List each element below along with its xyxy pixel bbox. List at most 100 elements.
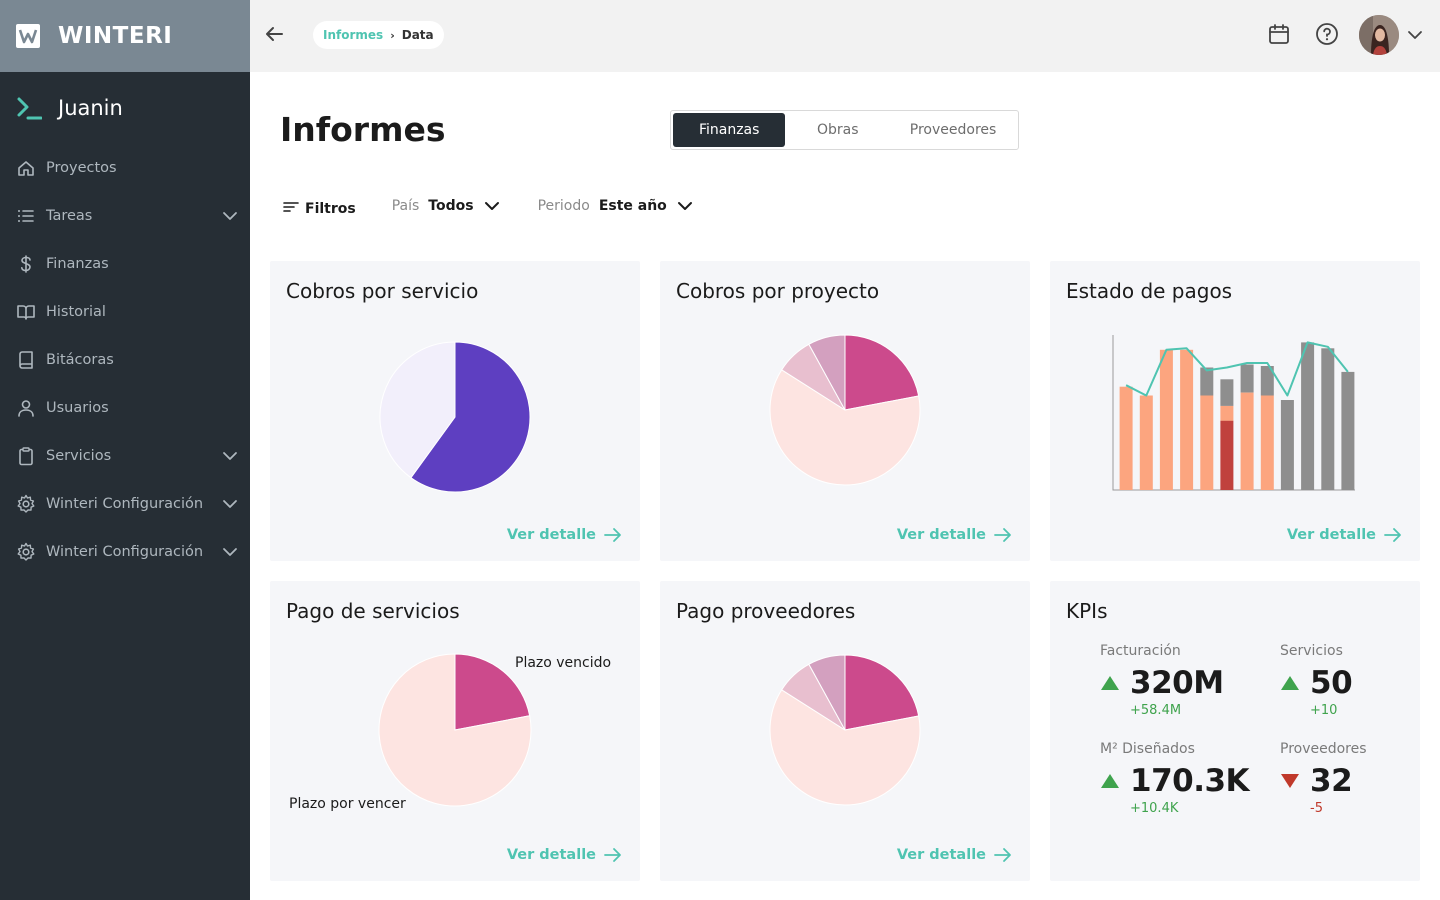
breadcrumb: Informes › Data xyxy=(313,21,444,49)
sidebar-item-proyectos[interactable]: Proyectos xyxy=(0,144,250,192)
pie-slice-0[interactable] xyxy=(410,341,531,493)
chevron-down-icon xyxy=(677,201,692,210)
card-title: KPIs xyxy=(1066,599,1108,623)
terminal-prompt-icon xyxy=(17,97,42,120)
pie-slice-0[interactable] xyxy=(844,654,920,731)
country-select[interactable]: País Todos xyxy=(392,198,500,214)
sidebar-item-bit-coras[interactable]: Bitácoras xyxy=(0,336,250,384)
period-select[interactable]: Periodo Este año xyxy=(538,198,693,214)
sidebar: WINTERI Juanin Proyectos Tareas Finanzas Hi… xyxy=(0,0,250,900)
pie-slice-1[interactable] xyxy=(379,341,456,479)
sidebar-item-historial[interactable]: Historial xyxy=(0,288,250,336)
card-title: Estado de pagos xyxy=(1066,279,1233,303)
sidebar-item-label: Winteri Configuración xyxy=(46,544,204,560)
pie-chart-pago-servicios xyxy=(378,653,532,807)
pie-slice-1[interactable] xyxy=(769,369,921,486)
chevron-down-icon[interactable] xyxy=(222,544,238,560)
tab-proveedores[interactable]: Proveedores xyxy=(909,122,997,138)
card-title: Cobros por servicio xyxy=(286,279,479,303)
pie-chart-cobros-proyecto xyxy=(769,334,921,486)
sidebar-item-servicios[interactable]: Servicios xyxy=(0,432,250,480)
filters-bar: Filtros País Todos Periodo Este año xyxy=(283,195,693,219)
pie-slice-3[interactable] xyxy=(808,654,846,731)
bar-0-segment-0[interactable] xyxy=(1119,386,1133,490)
bar-9-segment-0[interactable] xyxy=(1301,342,1315,490)
chevron-down-icon[interactable] xyxy=(222,496,238,512)
bar-6-segment-1[interactable] xyxy=(1240,364,1254,393)
sidebar-item-winteri-configuraci-n[interactable]: Winteri Configuración xyxy=(0,480,250,528)
home-icon xyxy=(18,161,34,176)
chevron-down-icon xyxy=(484,201,499,210)
sidebar-item-label: Servicios xyxy=(46,448,112,464)
card-estado-pagos: Estado de pagos Ver detalle xyxy=(1050,261,1420,561)
sidebar-item-winteri-configuraci-n-2[interactable]: Winteri Configuración xyxy=(0,528,250,576)
brand-bar: WINTERI xyxy=(0,0,250,72)
detail-link[interactable]: Ver detalle xyxy=(897,847,1012,863)
sidebar-menu: Proyectos Tareas Finanzas Historial Bitácora… xyxy=(0,144,250,576)
bar-7-segment-0[interactable] xyxy=(1260,395,1274,491)
bar-5-segment-1[interactable] xyxy=(1220,405,1234,421)
triangle-up-icon xyxy=(1101,676,1119,690)
sidebar-item-usuarios[interactable]: Usuarios xyxy=(0,384,250,432)
list-icon xyxy=(18,210,34,222)
kpi-delta: -5 xyxy=(1310,801,1323,816)
sidebar-item-label: Bitácoras xyxy=(46,352,114,368)
avatar[interactable] xyxy=(1359,15,1399,55)
pie-slice-0[interactable] xyxy=(844,334,920,411)
pie-slice-1[interactable] xyxy=(769,689,921,806)
card-kpis: KPIs Facturación 320M +58.4M Servicios 50 +10… xyxy=(1050,581,1420,881)
bar-11-segment-0[interactable] xyxy=(1341,371,1355,490)
tab-obras[interactable]: Obras xyxy=(816,122,859,138)
detail-link[interactable]: Ver detalle xyxy=(507,847,622,863)
user-name: Juanin xyxy=(58,96,123,120)
period-select-value: Este año xyxy=(598,197,667,214)
detail-link[interactable]: Ver detalle xyxy=(897,527,1012,543)
bar-4-segment-1[interactable] xyxy=(1200,367,1214,396)
bar-chart-estado-pagos xyxy=(1112,335,1355,491)
bar-4-segment-0[interactable] xyxy=(1200,395,1214,491)
help-icon[interactable] xyxy=(1315,22,1339,46)
breadcrumb-link-informes[interactable]: Informes xyxy=(323,28,384,42)
back-arrow-icon[interactable] xyxy=(262,22,286,46)
card-cobros-servicio: Cobros por servicio Ver detalle xyxy=(270,261,640,561)
bar-7-segment-1[interactable] xyxy=(1260,366,1274,396)
chevron-down-icon[interactable] xyxy=(1407,27,1423,43)
bar-2-segment-0[interactable] xyxy=(1159,349,1173,490)
bar-3-segment-0[interactable] xyxy=(1180,349,1194,490)
pie-slice-3[interactable] xyxy=(808,334,846,411)
kpi-item: Facturación 320M +58.4M xyxy=(1100,643,1224,718)
filters-button[interactable]: Filtros xyxy=(283,198,356,217)
kpi-delta: +10 xyxy=(1310,703,1338,718)
card-pago-proveedores: Pago proveedores Ver detalle xyxy=(660,581,1030,881)
topbar: Informes › Data xyxy=(250,0,1440,72)
bar-5-segment-0[interactable] xyxy=(1220,420,1234,490)
chevron-down-icon[interactable] xyxy=(222,208,238,224)
detail-link[interactable]: Ver detalle xyxy=(507,527,622,543)
detail-link[interactable]: Ver detalle xyxy=(1287,527,1402,543)
bar-10-segment-0[interactable] xyxy=(1321,348,1335,490)
bar-5-segment-2[interactable] xyxy=(1220,379,1234,406)
card-title: Pago de servicios xyxy=(286,599,460,623)
calendar-icon[interactable] xyxy=(1267,22,1291,46)
filter-lines-icon xyxy=(283,202,299,212)
triangle-up-icon xyxy=(1281,676,1299,690)
book-icon xyxy=(19,351,33,369)
bar-6-segment-0[interactable] xyxy=(1240,392,1254,490)
card-cobros-proyecto: Cobros por proyecto Ver detalle xyxy=(660,261,1030,561)
winteri-logo-icon[interactable] xyxy=(16,24,40,48)
kpi-delta: +10.4K xyxy=(1130,801,1179,816)
pie-slice-1[interactable] xyxy=(378,653,532,807)
tab-finanzas[interactable]: Finanzas xyxy=(673,113,786,147)
chevron-down-icon[interactable] xyxy=(222,448,238,464)
bar-8-segment-0[interactable] xyxy=(1280,400,1294,490)
kpi-value: 170.3K xyxy=(1130,763,1250,799)
user-profile[interactable]: Juanin xyxy=(0,72,250,144)
page-title: Informes xyxy=(280,110,446,149)
pie-slice-0[interactable] xyxy=(454,653,531,731)
kpi-label: Facturación xyxy=(1100,643,1181,659)
arrow-right-icon xyxy=(994,528,1011,542)
bar-1-segment-0[interactable] xyxy=(1139,395,1153,491)
sidebar-item-tareas[interactable]: Tareas xyxy=(0,192,250,240)
card-pago-servicios: Pago de servicios Plazo vencido Plazo po… xyxy=(270,581,640,881)
sidebar-item-finanzas[interactable]: Finanzas xyxy=(0,240,250,288)
